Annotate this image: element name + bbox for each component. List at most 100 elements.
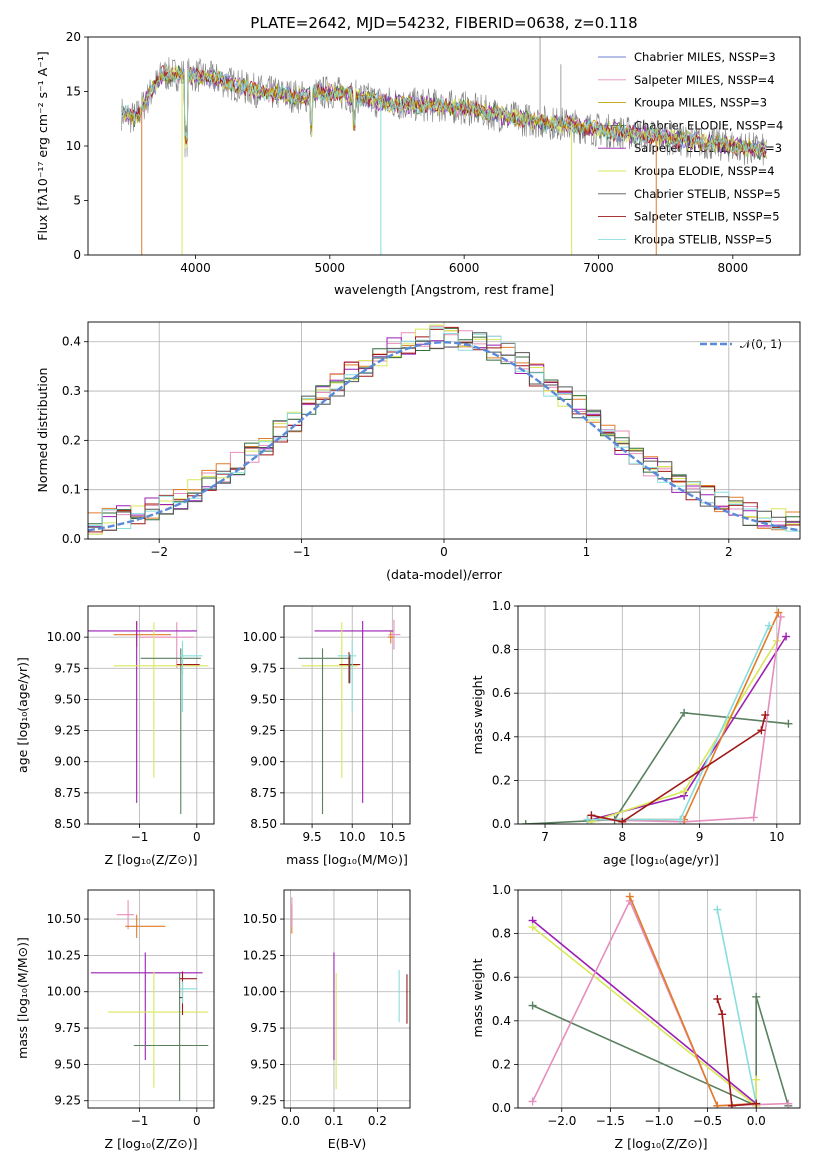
x-tick-label: −1.0: [644, 1114, 673, 1128]
y-tick-label: 15: [66, 85, 81, 99]
y-tick-label: 9.00: [54, 755, 81, 769]
y-tick-label: 10.25: [243, 948, 277, 962]
y-tick-label: 8.50: [250, 817, 277, 831]
weight-marker: [776, 612, 785, 621]
x-tick-label: −1: [131, 830, 149, 844]
weight-marker: [752, 1099, 761, 1108]
errorbar-point: [133, 972, 209, 1101]
weight-marker: [784, 1099, 793, 1108]
plot-area: [88, 324, 800, 535]
ebv-mass-xlabel: E(B-V): [328, 1136, 367, 1151]
weight-marker: [752, 1075, 761, 1084]
z-weight-panel: Z [log₁₀(Z/Z⊙)] mass weight −2.0 −1.5 −1.0…: [470, 883, 801, 1151]
x-tick-label: −1.5: [596, 1114, 625, 1128]
spectrum-panel: PLATE=2642, MJD=54232, FIBERID=0638, z=0…: [35, 14, 801, 297]
y-tick-label: 9.50: [54, 692, 81, 706]
axes-frame: [283, 889, 411, 1109]
errorbar-point: [90, 952, 203, 1061]
plot-area: [291, 897, 408, 1090]
x-tick-label: 7: [541, 830, 549, 844]
z-mass-xlabel: Z [log₁₀(Z/Z⊙)]: [105, 1136, 198, 1151]
residual-xlabel: (data-model)/error: [386, 567, 503, 582]
plot-area: [88, 620, 209, 815]
y-tick-label: 0.6: [492, 970, 511, 984]
y-tick-label: 9.25: [54, 724, 81, 738]
spectrum-line: [121, 65, 767, 160]
x-tick-label: 6000: [449, 261, 480, 275]
x-tick-label: 1: [583, 545, 591, 559]
legend-entry: Chabrier STELIB, NSSP=5: [634, 187, 781, 201]
x-tick-label: 0: [193, 1114, 201, 1128]
spectrum-ylabel: Flux [fλ10⁻¹⁷ erg cm⁻² s⁻¹ A⁻¹]: [35, 51, 50, 240]
axes-frame: [517, 605, 801, 825]
x-tick-label: 8000: [718, 261, 749, 275]
ebv-mass-panel: E(B-V) 0.0 0.1 0.2 9.25 9.50 9.75 10.00 10.25 10…: [243, 889, 411, 1151]
x-tick-label: 0.2: [368, 1114, 387, 1128]
x-tick-label: 0.0: [281, 1114, 300, 1128]
x-tick-label: 8: [618, 830, 626, 844]
axes-frame: [283, 605, 411, 825]
x-tick-label: −2: [150, 545, 168, 559]
errorbar-point: [113, 622, 209, 778]
x-tick-label: 9.5: [303, 830, 322, 844]
plot-area: [298, 619, 401, 815]
spectrum-line: [121, 67, 767, 157]
weight-line: [716, 909, 757, 1104]
y-tick-label: 0.6: [492, 686, 511, 700]
y-tick-label: 5: [73, 194, 81, 208]
weight-marker: [765, 621, 774, 630]
y-tick-label: 9.75: [250, 661, 277, 675]
y-tick-label: 9.25: [250, 724, 277, 738]
weight-marker: [713, 995, 722, 1003]
mass-age-panel: mass [log₁₀(M/M⊙)] 9.5 10.0 10.5 8.50 8.75 9.…: [243, 605, 411, 867]
weight-marker: [587, 811, 596, 820]
weight-marker: [713, 1101, 722, 1108]
y-tick-label: 9.25: [250, 1094, 277, 1108]
y-tick-label: 0.4: [62, 335, 81, 349]
spectrum-line: [121, 67, 767, 159]
y-tick-label: 10.00: [47, 985, 81, 999]
residual-legend-label: 𝒩(0, 1): [740, 337, 782, 351]
errorbar-point: [179, 981, 197, 1004]
x-tick-label: 0.1: [324, 1114, 343, 1128]
y-tick-label: 0.0: [492, 817, 511, 831]
weight-marker: [521, 820, 530, 824]
weight-line: [532, 919, 757, 1105]
y-tick-label: 10.50: [243, 912, 277, 926]
x-tick-label: 0.0: [747, 1114, 766, 1128]
spectrum-title: PLATE=2642, MJD=54232, FIBERID=0638, z=0…: [250, 14, 637, 32]
y-tick-label: 10.00: [47, 630, 81, 644]
y-tick-label: 0.3: [62, 384, 81, 398]
weight-marker: [680, 708, 689, 717]
y-tick-label: 10.00: [243, 985, 277, 999]
plot-area: [521, 608, 793, 824]
weight-marker: [583, 815, 592, 824]
y-tick-label: 9.75: [250, 1021, 277, 1035]
weight-marker: [713, 905, 722, 914]
axes-frame: [87, 605, 215, 825]
weight-marker: [528, 923, 537, 932]
x-tick-label: 5000: [315, 261, 346, 275]
errorbar-point: [298, 648, 351, 815]
y-tick-label: 8.50: [54, 817, 81, 831]
z-age-ylabel: age [log₁₀(age/yr)]: [15, 657, 30, 773]
y-tick-label: 10.00: [243, 630, 277, 644]
weight-marker: [718, 1010, 727, 1019]
z-weight-xlabel: Z [log₁₀(Z/Z⊙)]: [615, 1136, 708, 1151]
weight-marker: [752, 992, 761, 1001]
y-tick-label: 0.4: [492, 1014, 511, 1028]
weight-line: [716, 998, 757, 1107]
legend-entry: Chabrier MILES, NSSP=3: [634, 50, 776, 64]
errorbar-point: [337, 640, 357, 712]
axes-frame: [87, 889, 215, 1109]
weight-marker: [727, 1101, 736, 1108]
y-tick-label: 9.25: [54, 1094, 81, 1108]
y-tick-label: 0.8: [492, 927, 511, 941]
y-tick-label: 0.2: [62, 433, 81, 447]
y-tick-label: 9.75: [54, 1021, 81, 1035]
z-mass-ylabel: mass [log₁₀(M/M⊙)]: [15, 937, 30, 1059]
errorbar-point: [387, 630, 394, 644]
legend-entry: Kroupa MILES, NSSP=3: [634, 96, 767, 110]
y-tick-label: 0.2: [492, 773, 511, 787]
